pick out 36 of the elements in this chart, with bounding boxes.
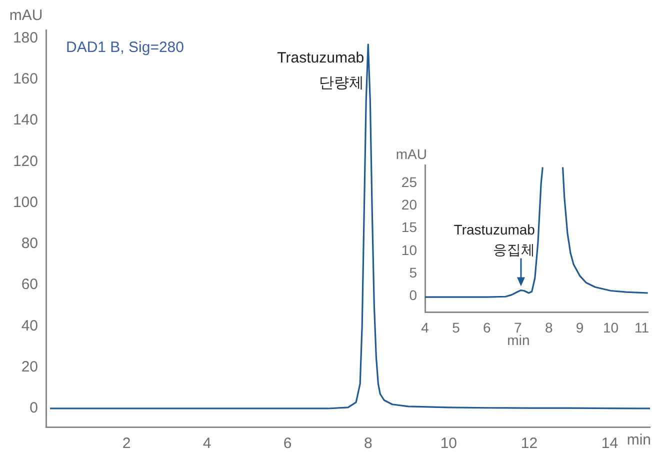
y-axis-title: mAU: [396, 146, 427, 162]
y-tick-label: 20: [401, 196, 418, 213]
y-tick-label: 160: [12, 70, 38, 88]
x-tick-label: 8: [364, 435, 372, 452]
annotation: DAD1 B, Sig=280: [66, 39, 184, 56]
y-tick-label: 0: [30, 400, 38, 417]
x-tick-label: 10: [440, 435, 458, 452]
x-tick-label: 6: [283, 435, 292, 452]
x-axis-title: min: [626, 432, 651, 449]
x-tick-label: 9: [576, 319, 584, 336]
y-tick-label: 25: [401, 174, 418, 190]
x-tick-label: 4: [202, 435, 212, 452]
x-tick-label: 2: [122, 435, 131, 452]
y-tick-label: 120: [12, 152, 38, 170]
annotation: Trastuzumab 단량체: [277, 49, 364, 92]
y-tick-label: 5: [409, 264, 418, 280]
x-tick-label: 14: [601, 435, 618, 452]
y-tick-label: 180: [12, 29, 38, 46]
y-tick-label: 0: [409, 287, 418, 304]
y-axis-title: mAU: [9, 7, 43, 24]
x-tick-label: 8: [544, 319, 553, 336]
y-tick-label: 40: [21, 317, 38, 334]
x-tick-label: 11: [634, 319, 650, 336]
y-tick-label: 100: [12, 194, 38, 211]
y-tick-label: 80: [21, 235, 38, 252]
y-tick-label: 20: [21, 358, 38, 376]
x-tick-label: 5: [452, 319, 460, 336]
x-tick-label: 6: [483, 319, 492, 336]
x-tick-label: 10: [602, 319, 619, 336]
y-tick-label: 15: [401, 219, 418, 236]
x-tick-label: 4: [421, 319, 430, 336]
y-tick-label: 140: [12, 112, 38, 129]
y-tick-label: 10: [401, 242, 418, 258]
annotation: Trastuzumab 응집체: [454, 221, 536, 258]
y-tick-label: 60: [21, 276, 38, 294]
x-tick-label: 12: [520, 435, 538, 452]
